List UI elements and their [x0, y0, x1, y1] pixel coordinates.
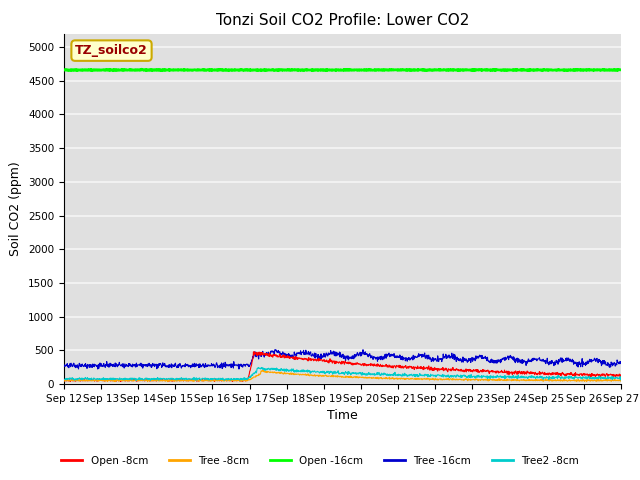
Tree -16cm — [617, 359, 625, 365]
Tree -8cm — [378, 375, 385, 381]
Tree -16cm — [319, 353, 326, 359]
Open -8cm — [250, 349, 258, 355]
Text: TZ_soilco2: TZ_soilco2 — [75, 44, 148, 57]
Open -8cm — [378, 363, 385, 369]
Tree -8cm — [164, 379, 172, 384]
Open -16cm — [617, 67, 625, 73]
Open -16cm — [297, 67, 305, 73]
Tree -16cm — [297, 351, 305, 357]
Tree2 -8cm — [103, 376, 111, 382]
Open -8cm — [60, 378, 68, 384]
Line: Open -16cm: Open -16cm — [64, 69, 621, 71]
Line: Tree -16cm: Tree -16cm — [64, 349, 621, 369]
Tree2 -8cm — [60, 377, 68, 383]
Tree -16cm — [103, 362, 111, 368]
Tree -16cm — [271, 347, 279, 352]
Open -8cm — [126, 378, 134, 384]
Tree2 -8cm — [126, 377, 134, 383]
Tree2 -8cm — [378, 370, 385, 376]
Line: Tree2 -8cm: Tree2 -8cm — [64, 368, 621, 381]
Open -8cm — [308, 357, 316, 362]
Open -16cm — [103, 67, 111, 73]
Open -16cm — [126, 67, 134, 72]
Line: Tree -8cm: Tree -8cm — [64, 371, 621, 382]
Open -16cm — [308, 67, 316, 72]
Tree -8cm — [103, 377, 111, 383]
Tree -16cm — [378, 354, 385, 360]
Tree -8cm — [60, 378, 68, 384]
Tree -8cm — [617, 378, 625, 384]
Open -8cm — [319, 358, 326, 364]
Legend: Open -8cm, Tree -8cm, Open -16cm, Tree -16cm, Tree2 -8cm: Open -8cm, Tree -8cm, Open -16cm, Tree -… — [57, 452, 583, 470]
Open -16cm — [138, 66, 145, 72]
Y-axis label: Soil CO2 (ppm): Soil CO2 (ppm) — [10, 161, 22, 256]
Tree2 -8cm — [319, 369, 326, 374]
Tree2 -8cm — [297, 368, 305, 374]
Tree -16cm — [126, 361, 134, 367]
Tree2 -8cm — [308, 368, 316, 374]
Tree -16cm — [235, 366, 243, 372]
X-axis label: Time: Time — [327, 409, 358, 422]
Title: Tonzi Soil CO2 Profile: Lower CO2: Tonzi Soil CO2 Profile: Lower CO2 — [216, 13, 469, 28]
Tree -8cm — [297, 372, 305, 378]
Tree2 -8cm — [132, 378, 140, 384]
Open -16cm — [319, 67, 326, 73]
Open -8cm — [297, 356, 305, 361]
Open -8cm — [228, 379, 236, 384]
Open -8cm — [617, 373, 625, 379]
Tree -8cm — [126, 377, 134, 383]
Tree -8cm — [319, 372, 326, 378]
Tree2 -8cm — [258, 365, 266, 371]
Open -16cm — [378, 67, 385, 73]
Open -8cm — [103, 377, 111, 383]
Tree2 -8cm — [617, 375, 625, 381]
Open -16cm — [60, 67, 68, 73]
Line: Open -8cm: Open -8cm — [64, 352, 621, 382]
Tree -16cm — [308, 351, 316, 357]
Tree -16cm — [60, 361, 68, 367]
Tree -8cm — [308, 373, 316, 379]
Tree -8cm — [259, 368, 267, 373]
Open -16cm — [157, 68, 165, 73]
